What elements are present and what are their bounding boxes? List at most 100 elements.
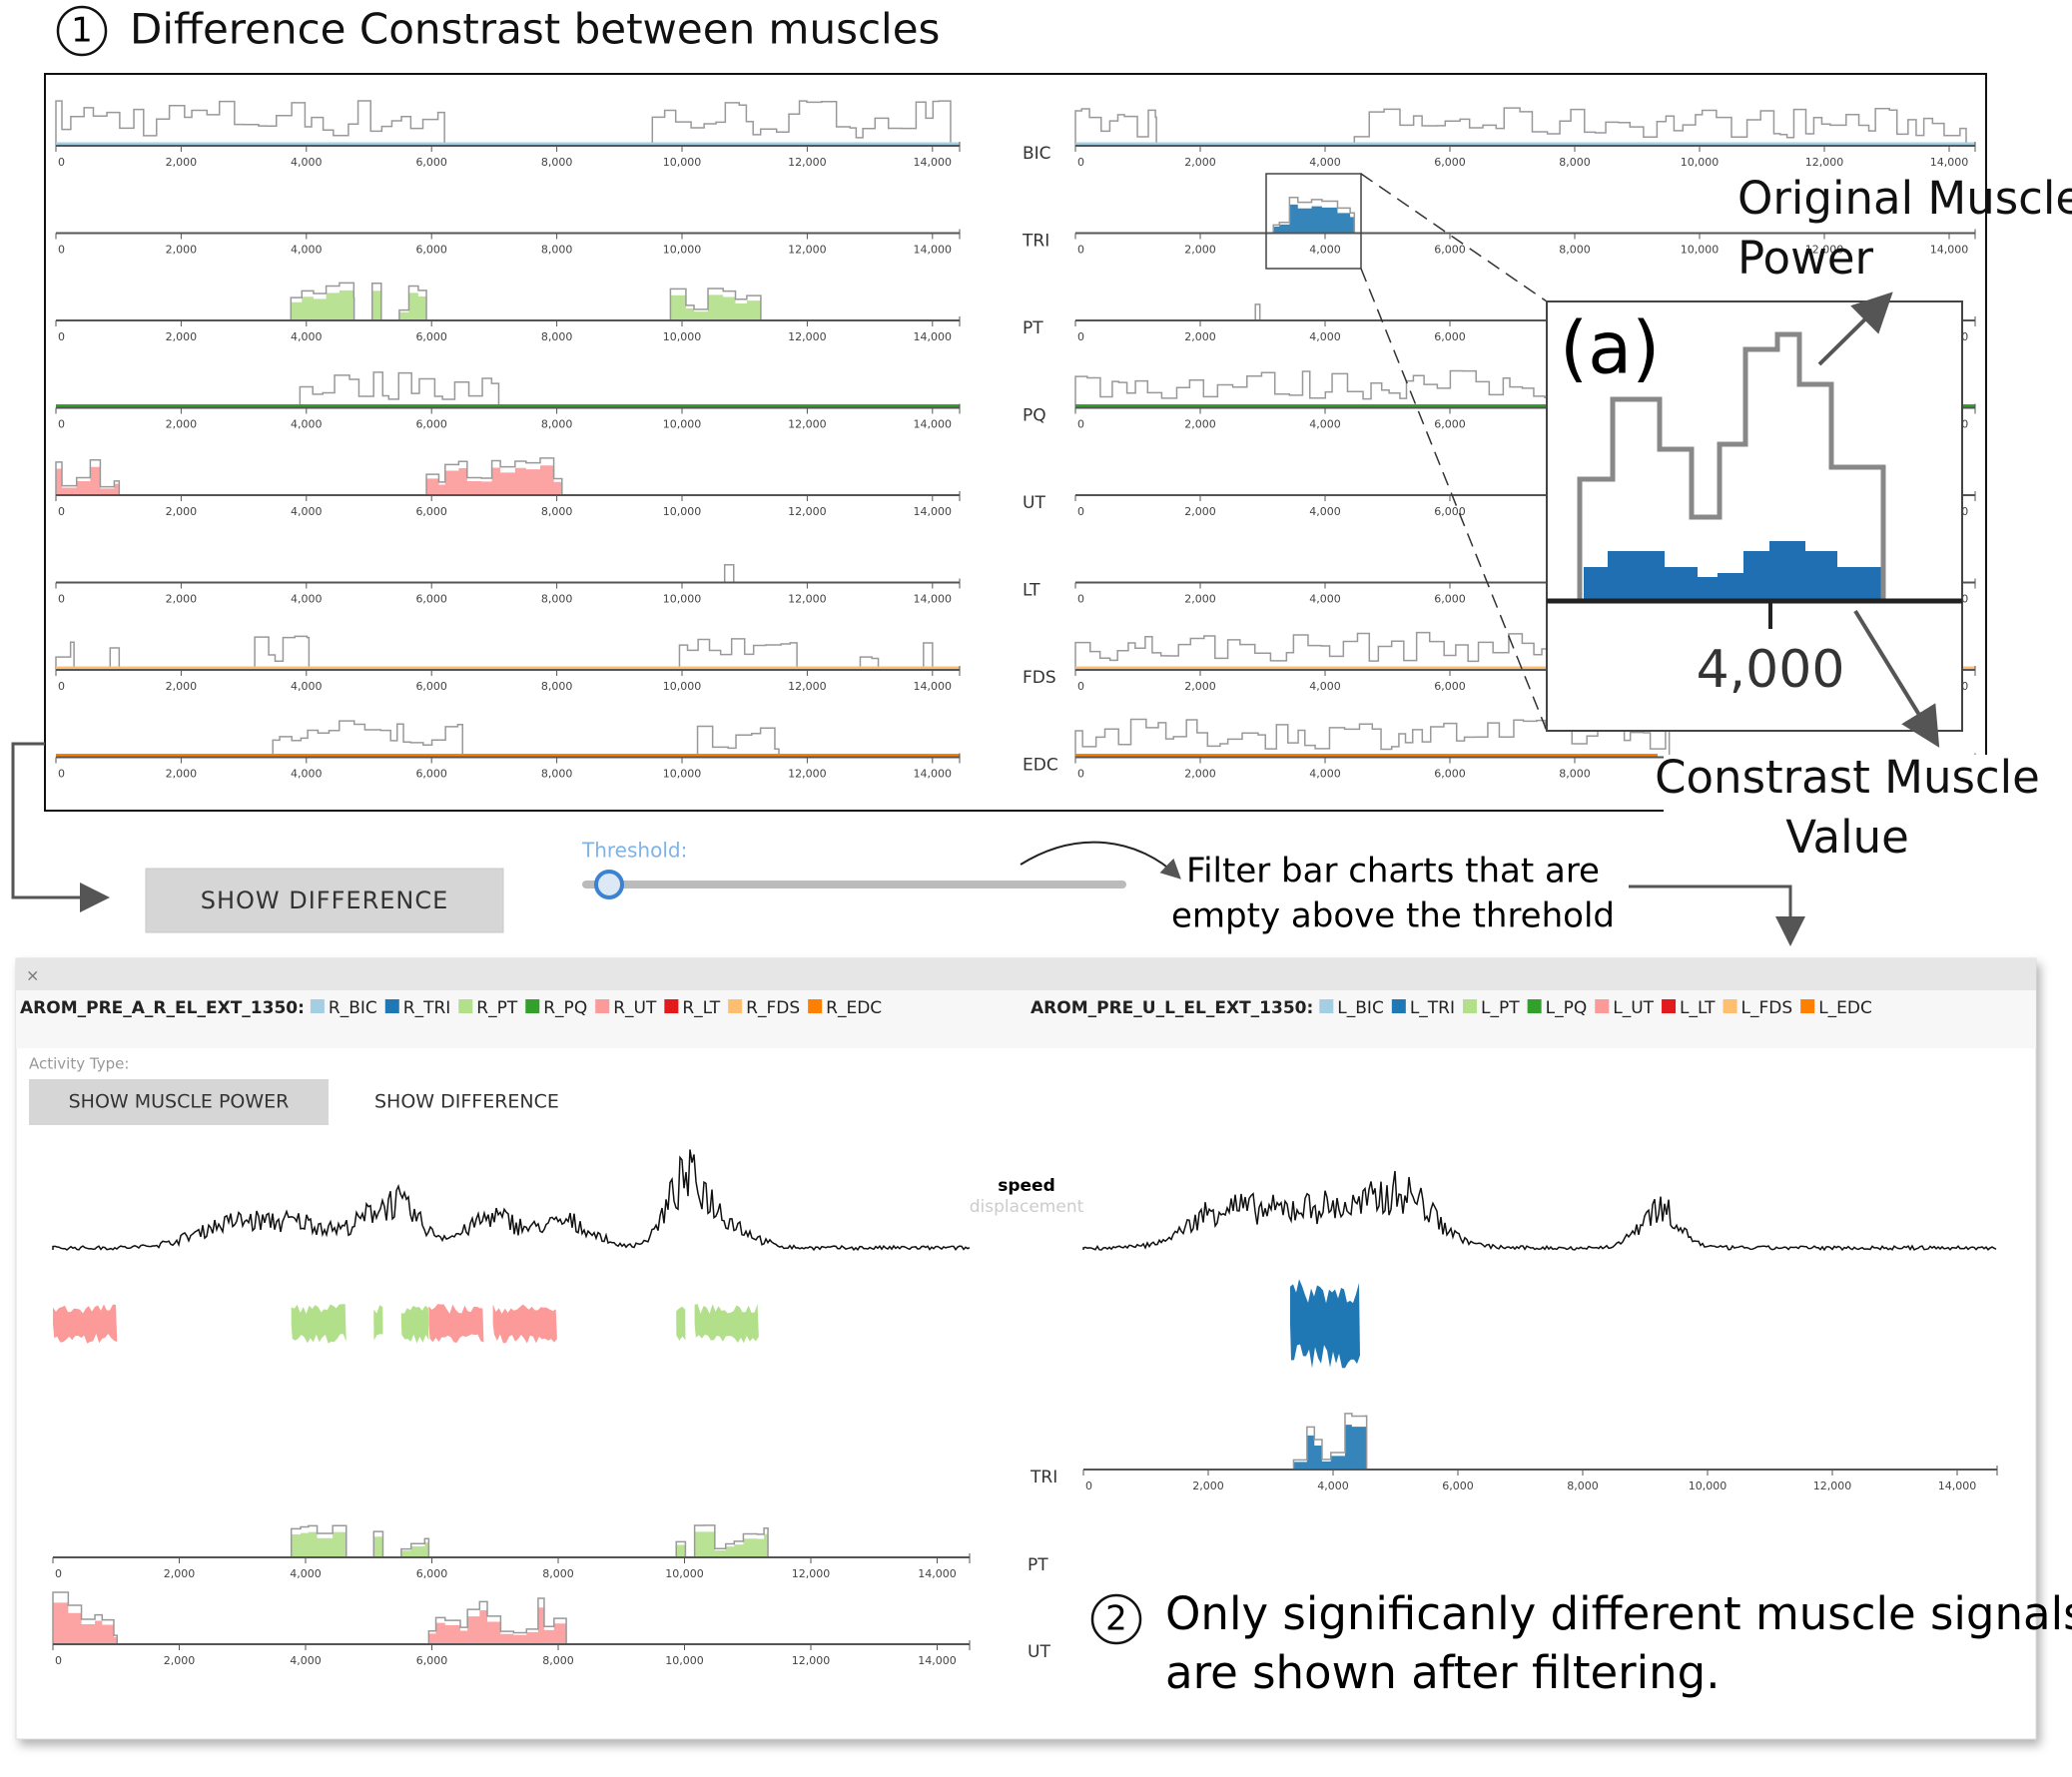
tick-label: 8,000 xyxy=(541,768,573,781)
tick-label: 4,000 xyxy=(1309,156,1341,169)
tick-label: 0 xyxy=(58,244,65,257)
power-outline xyxy=(923,642,934,670)
close-button[interactable]: × xyxy=(26,966,39,985)
arrow xyxy=(1020,841,1181,880)
tick-label: 12,000 xyxy=(788,418,827,431)
signal-strip xyxy=(694,1304,759,1344)
muscle-label: PQ xyxy=(1023,406,1046,426)
contrast-bars xyxy=(1584,541,1882,599)
speed-line xyxy=(1082,1170,1997,1252)
power-outline xyxy=(693,1524,769,1557)
tick-label: 2,000 xyxy=(166,418,198,431)
muscle-label: FDS xyxy=(1023,668,1056,688)
tick-label: 10,000 xyxy=(1681,156,1720,169)
contrast-bars xyxy=(670,295,761,320)
power-outline xyxy=(1074,108,1157,146)
label-bg xyxy=(1664,755,2068,875)
tick-label: 4,000 xyxy=(291,680,323,693)
legend-swatch xyxy=(1595,999,1610,1013)
tick-label: 14,000 xyxy=(1930,244,1969,257)
tick-label: 12,000 xyxy=(792,1567,831,1580)
power-outline xyxy=(1074,631,1572,670)
step-number: 2 xyxy=(1105,1599,1127,1639)
power-outline xyxy=(651,100,952,146)
button-label: SHOW DIFFERENCE xyxy=(201,887,449,914)
tick-label: 4,000 xyxy=(1309,680,1341,693)
tick-label: 8,000 xyxy=(1559,244,1591,257)
tick-label: 14,000 xyxy=(914,505,953,518)
power-outline xyxy=(859,656,880,670)
pointer xyxy=(1853,609,1940,748)
tick-label: 6,000 xyxy=(415,680,447,693)
filter-note: empty above the threhold xyxy=(1171,896,1615,936)
slider-knob[interactable] xyxy=(594,870,624,899)
tick-label: 4,000 xyxy=(1309,593,1341,606)
tick-label: 6,000 xyxy=(415,768,447,781)
result-window xyxy=(15,957,2037,1740)
tick-label: 0 xyxy=(1085,1480,1092,1492)
slider-track[interactable] xyxy=(582,881,1126,888)
inset xyxy=(1546,300,1963,732)
note: Only significanly different muscle signa… xyxy=(1165,1587,2072,1640)
show-difference-button[interactable] xyxy=(145,868,504,933)
tick-label: 2,000 xyxy=(1184,418,1216,431)
legend-entry: L_LT xyxy=(1680,998,1716,1018)
step-circle xyxy=(1090,1593,1142,1645)
zoom-box xyxy=(1265,173,1362,270)
inset-label: (a) xyxy=(1560,306,1660,390)
power-outline xyxy=(290,282,355,320)
power-outline xyxy=(1292,1413,1368,1470)
legend-entry: L_UT xyxy=(1613,998,1654,1018)
tick-label: 6,000 xyxy=(415,505,447,518)
tick-label: 6,000 xyxy=(1434,244,1466,257)
tick-label: 2,000 xyxy=(1184,330,1216,343)
tick-label: 10,000 xyxy=(665,1654,704,1667)
step-number: 1 xyxy=(71,11,93,51)
legend-swatch xyxy=(808,999,823,1013)
tick-label: 8,000 xyxy=(541,593,573,606)
legend-entry: R_PT xyxy=(476,998,518,1018)
tick-label: 2,000 xyxy=(166,593,198,606)
tick-label: 6,000 xyxy=(1434,593,1466,606)
tick-label: 8,000 xyxy=(541,418,573,431)
legend-entry: L_TRI xyxy=(1410,998,1455,1018)
contrast-bars xyxy=(398,293,427,320)
legend-swatch xyxy=(384,999,399,1013)
contrast-bars xyxy=(428,1607,567,1644)
tick-label: 4,000 xyxy=(290,1654,322,1667)
tab-label[interactable]: SHOW DIFFERENCE xyxy=(374,1091,559,1113)
contrast-bars xyxy=(694,1531,769,1557)
tab-label: SHOW MUSCLE POWER xyxy=(69,1091,290,1113)
tick-label: 10,000 xyxy=(1689,1480,1727,1492)
legend-entry: R_PQ xyxy=(543,998,587,1018)
tick-label: 4,000 xyxy=(1317,1480,1349,1492)
tick-label: 2,000 xyxy=(164,1654,196,1667)
tick-label: 6,000 xyxy=(1434,156,1466,169)
power-outline xyxy=(427,1597,567,1644)
legend-entry: L_FDS xyxy=(1741,998,1793,1018)
tick-label: 4,000 xyxy=(291,418,323,431)
contrast-bars xyxy=(1293,1425,1367,1470)
file-label: AROM_PRE_U_L_EL_EXT_1350: xyxy=(1031,998,1313,1018)
muscle-label: PT xyxy=(1028,1555,1048,1575)
tick-label: 0 xyxy=(58,680,65,693)
legend-swatch xyxy=(664,999,679,1013)
contrast-bars xyxy=(426,465,562,495)
power-outline xyxy=(400,1537,430,1557)
tick-label: 0 xyxy=(58,330,65,343)
tick-label: 0 xyxy=(58,418,65,431)
tab-button[interactable] xyxy=(29,1079,329,1125)
tick-label: 4,000 xyxy=(291,768,323,781)
power-outline xyxy=(723,564,735,583)
tick-label: 14,000 xyxy=(914,768,953,781)
tick-label: 4,000 xyxy=(1309,244,1341,257)
legend-bar xyxy=(16,990,2036,1048)
muscle-label: LT xyxy=(1023,581,1040,601)
tick-label: 14,000 xyxy=(1930,156,1969,169)
tick-label: 4,000 xyxy=(1309,768,1341,781)
legend-swatch xyxy=(1800,999,1815,1013)
power-outline xyxy=(290,1524,347,1557)
power-outline xyxy=(398,285,427,320)
tick-label: 8,000 xyxy=(1559,768,1591,781)
